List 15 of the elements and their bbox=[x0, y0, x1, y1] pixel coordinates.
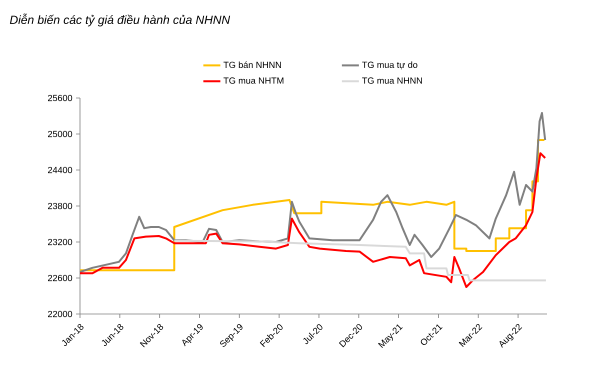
y-tick-label: 23800 bbox=[48, 202, 72, 210]
line-series bbox=[79, 152, 546, 288]
y-tick-label: 23200 bbox=[48, 238, 72, 246]
y-tick-label: 22000 bbox=[48, 310, 72, 318]
legend-label: TG mua tự do bbox=[362, 61, 418, 70]
legend-label: TG bán NHNN bbox=[224, 61, 281, 68]
y-tick-label: 22600 bbox=[48, 274, 72, 282]
line-series bbox=[173, 240, 547, 282]
legend-label: TG mua NHTM bbox=[224, 77, 284, 84]
y-tick-label: 24400 bbox=[48, 166, 72, 174]
y-tick-label: 25600 bbox=[48, 94, 72, 102]
legend-label: TG mua NHNN bbox=[362, 77, 422, 84]
line-series bbox=[79, 138, 546, 272]
chart-title: Diễn biến các tỷ giá điều hành của NHNN bbox=[10, 14, 230, 26]
y-tick-label: 25000 bbox=[48, 130, 72, 138]
